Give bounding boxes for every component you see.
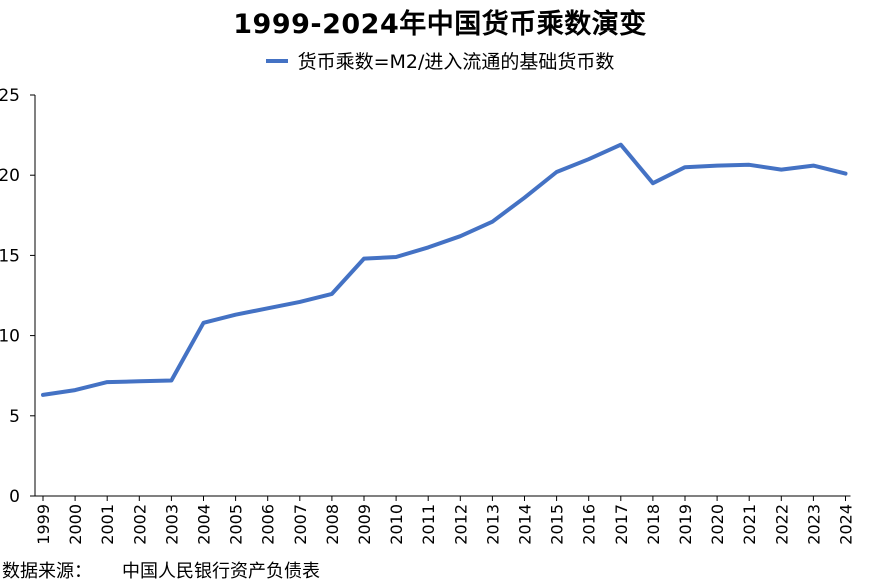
x-tick-label: 2008 <box>323 504 342 545</box>
source-note: 数据来源： 中国人民银行资产负债表 <box>2 557 320 583</box>
y-tick-label: 25 <box>0 86 20 106</box>
series-line <box>41 142 848 397</box>
x-tick-label: 2010 <box>387 504 406 545</box>
y-tick-label: 20 <box>0 166 20 186</box>
data-point <box>458 234 462 238</box>
data-point <box>234 313 238 317</box>
x-tick-label: 2002 <box>130 504 149 545</box>
data-point <box>73 388 77 392</box>
data-point <box>844 172 847 176</box>
data-point <box>426 245 430 249</box>
x-tick-label: 2004 <box>195 504 214 545</box>
x-tick-label: 2024 <box>837 504 856 545</box>
data-point <box>619 143 623 147</box>
x-tick-label: 2021 <box>740 504 759 545</box>
legend: 货币乘数=M2/进入流通的基础货币数 <box>0 47 880 74</box>
x-tick-label: 2009 <box>355 504 374 545</box>
data-point <box>523 196 526 200</box>
data-point <box>298 300 302 304</box>
data-point <box>811 164 815 168</box>
data-point <box>266 306 270 310</box>
x-tick-label: 2003 <box>162 504 181 545</box>
x-tick-label: 2022 <box>772 504 791 545</box>
x-tick-label: 2015 <box>548 504 567 545</box>
data-point <box>202 321 205 325</box>
x-tick-label: 2017 <box>612 504 631 545</box>
data-point <box>683 165 687 169</box>
y-tick-label: 10 <box>0 327 20 347</box>
data-point <box>105 380 109 384</box>
x-tick-label: 2013 <box>483 504 502 545</box>
legend-label: 货币乘数=M2/进入流通的基础货币数 <box>297 51 615 73</box>
data-point <box>394 255 398 259</box>
data-point <box>41 393 45 397</box>
x-tick-label: 2012 <box>451 504 470 545</box>
x-tick-label: 2006 <box>259 504 278 545</box>
x-tick-label: 1999 <box>34 504 53 545</box>
x-tick-label: 2005 <box>227 504 246 545</box>
x-tick-label: 2011 <box>419 504 438 545</box>
data-point <box>747 163 751 167</box>
data-point <box>137 379 141 383</box>
x-tick-label: 2019 <box>676 504 695 545</box>
data-point <box>330 292 334 296</box>
source-text: 中国人民银行资产负债表 <box>122 561 320 582</box>
data-point <box>779 168 783 172</box>
data-point <box>715 164 719 168</box>
x-tick-label: 2016 <box>580 504 599 545</box>
y-tick-label: 5 <box>9 407 20 427</box>
y-tick-label: 0 <box>9 487 20 507</box>
x-tick-label: 2000 <box>66 504 85 545</box>
legend-line-swatch <box>265 58 288 63</box>
x-tick-label: 2023 <box>804 504 823 545</box>
source-label: 数据来源： <box>2 561 92 582</box>
x-tick-label: 2018 <box>644 504 663 545</box>
data-point <box>651 181 655 185</box>
data-point <box>587 157 591 161</box>
data-point <box>169 379 173 383</box>
data-point <box>490 220 494 224</box>
x-tick-label: 2001 <box>98 504 117 545</box>
data-point <box>362 257 366 261</box>
x-tick-label: 2014 <box>516 504 535 545</box>
x-tick-label: 2007 <box>291 504 310 545</box>
x-tick-label: 2020 <box>708 504 727 545</box>
data-point <box>555 170 559 174</box>
y-tick-label: 15 <box>0 246 20 266</box>
chart-title: 1999-2024年中国货币乘数演变 <box>233 9 647 40</box>
